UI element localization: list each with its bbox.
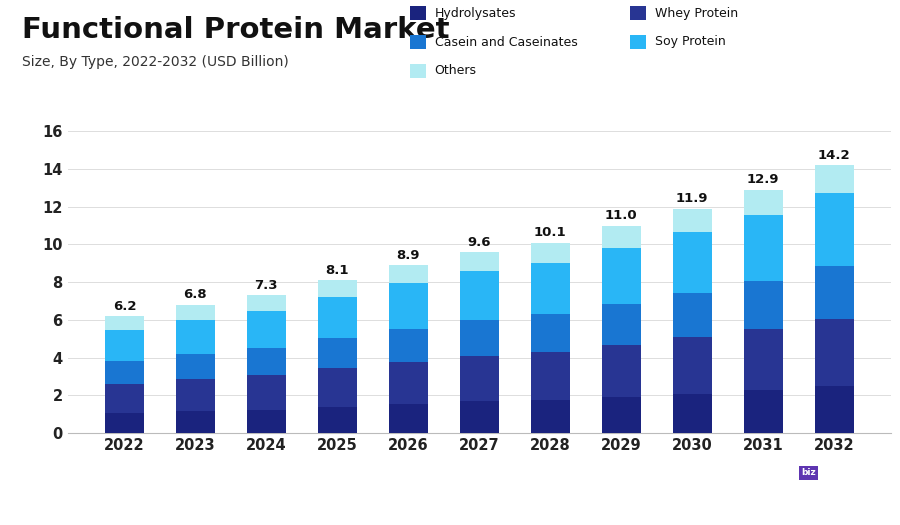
Bar bbox=[460, 402, 499, 433]
Bar bbox=[318, 280, 356, 297]
Text: 8.9: 8.9 bbox=[397, 249, 420, 262]
Text: 10.1: 10.1 bbox=[534, 226, 566, 239]
Bar bbox=[672, 232, 712, 293]
Bar bbox=[176, 380, 215, 412]
Bar bbox=[247, 311, 286, 348]
Bar bbox=[318, 407, 356, 433]
Text: WIDE RANGE OF GLOBAL MARKET REPORTS: WIDE RANGE OF GLOBAL MARKET REPORTS bbox=[648, 500, 799, 506]
Bar bbox=[460, 271, 499, 320]
Text: Functional Protein Market: Functional Protein Market bbox=[22, 16, 450, 44]
Bar bbox=[247, 410, 286, 433]
Text: size for 2032 in USD:: size for 2032 in USD: bbox=[270, 495, 417, 508]
Text: Casein and Caseinates: Casein and Caseinates bbox=[435, 36, 578, 48]
Bar bbox=[672, 338, 712, 394]
Bar bbox=[389, 265, 428, 283]
Bar bbox=[105, 330, 144, 361]
Bar bbox=[105, 316, 144, 330]
Bar bbox=[531, 262, 570, 314]
Text: 11.0: 11.0 bbox=[605, 209, 637, 222]
Bar bbox=[389, 362, 428, 404]
Bar bbox=[602, 397, 641, 433]
Text: MarketResearch: MarketResearch bbox=[648, 469, 812, 487]
Bar bbox=[318, 297, 356, 338]
Text: 8.1: 8.1 bbox=[326, 264, 349, 277]
Bar bbox=[743, 390, 783, 433]
Bar bbox=[602, 304, 641, 345]
Bar bbox=[460, 252, 499, 271]
Bar bbox=[814, 165, 853, 193]
Bar bbox=[247, 375, 286, 410]
Bar bbox=[105, 413, 144, 433]
Bar bbox=[743, 329, 783, 390]
Bar bbox=[389, 404, 428, 433]
Bar bbox=[602, 345, 641, 397]
Bar bbox=[105, 361, 144, 384]
Bar bbox=[247, 296, 286, 311]
Bar bbox=[814, 386, 853, 433]
Text: Whey Protein: Whey Protein bbox=[655, 7, 738, 19]
Bar bbox=[176, 412, 215, 433]
Bar bbox=[176, 354, 215, 380]
Text: biz: biz bbox=[801, 468, 815, 477]
Bar bbox=[318, 338, 356, 369]
Bar bbox=[460, 356, 499, 402]
Text: 14.2: 14.2 bbox=[818, 149, 850, 162]
Bar bbox=[531, 352, 570, 400]
Bar bbox=[743, 190, 783, 215]
Bar bbox=[531, 400, 570, 433]
Text: At the CAGR of:: At the CAGR of: bbox=[22, 495, 132, 508]
Text: 12.9: 12.9 bbox=[747, 173, 779, 186]
Bar bbox=[176, 320, 215, 354]
Text: 7.3: 7.3 bbox=[255, 279, 278, 292]
Text: 6.8: 6.8 bbox=[184, 288, 207, 301]
Bar bbox=[672, 208, 712, 232]
Text: Others: Others bbox=[435, 65, 477, 77]
Bar bbox=[531, 314, 570, 352]
Bar bbox=[743, 215, 783, 281]
Text: $14.2B: $14.2B bbox=[446, 471, 576, 504]
Text: Soy Protein: Soy Protein bbox=[655, 36, 726, 48]
Bar bbox=[814, 319, 853, 386]
Bar bbox=[531, 243, 570, 262]
Bar bbox=[743, 281, 783, 329]
Text: ✔: ✔ bbox=[616, 474, 640, 502]
Bar bbox=[672, 293, 712, 338]
Text: 9.6: 9.6 bbox=[467, 236, 491, 249]
Text: The Market will Grow: The Market will Grow bbox=[22, 468, 171, 481]
Bar bbox=[602, 248, 641, 304]
Bar bbox=[318, 369, 356, 407]
Bar bbox=[602, 226, 641, 248]
Bar bbox=[460, 320, 499, 356]
Text: 8.9%: 8.9% bbox=[176, 471, 268, 504]
Text: The forecasted market: The forecasted market bbox=[270, 468, 430, 481]
Bar bbox=[389, 329, 428, 362]
Bar bbox=[247, 348, 286, 375]
Bar bbox=[672, 394, 712, 433]
Bar bbox=[105, 384, 144, 413]
Text: Size, By Type, 2022-2032 (USD Billion): Size, By Type, 2022-2032 (USD Billion) bbox=[22, 55, 289, 69]
Bar bbox=[389, 283, 428, 329]
Bar bbox=[814, 266, 853, 319]
Text: 11.9: 11.9 bbox=[676, 192, 708, 205]
Bar bbox=[814, 193, 853, 266]
Text: Hydrolysates: Hydrolysates bbox=[435, 7, 517, 19]
Text: 6.2: 6.2 bbox=[112, 300, 136, 313]
Bar bbox=[176, 305, 215, 320]
